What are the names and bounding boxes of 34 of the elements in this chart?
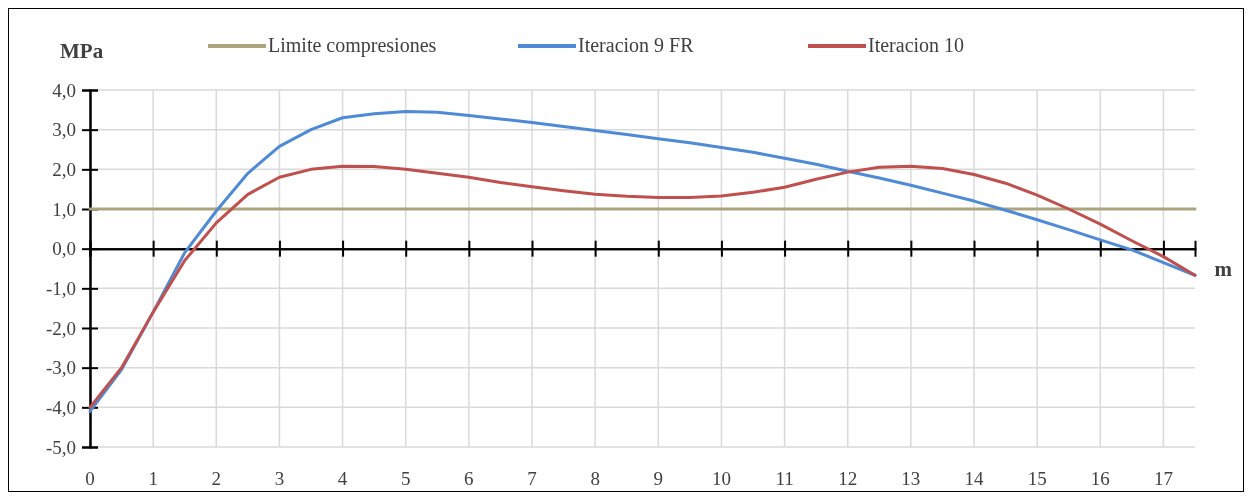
x-tick-label: 6: [464, 468, 474, 489]
y-tick-label: 3,0: [52, 119, 76, 141]
y-tick-label: 2,0: [52, 158, 76, 180]
y-tick-label: -4,0: [45, 396, 76, 418]
x-tick-label: 11: [775, 468, 794, 489]
x-tick-label: 10: [711, 468, 731, 489]
legend-label: Iteracion 10: [868, 34, 965, 56]
x-axis-title: m: [1214, 256, 1233, 281]
legend-label: Limite compresiones: [268, 34, 437, 57]
x-tick-label: 17: [1153, 468, 1173, 489]
x-tick-label: 7: [527, 468, 537, 489]
x-tick-label: 9: [653, 468, 664, 489]
x-tick-label: 1: [148, 468, 158, 489]
y-tick-label: 4,0: [52, 79, 76, 101]
y-tick-label: -1,0: [45, 277, 76, 299]
y-tick-label: -2,0: [45, 317, 76, 339]
x-tick-label: 8: [590, 468, 600, 489]
y-tick-label: -5,0: [45, 436, 76, 458]
x-tick-label: 2: [211, 468, 222, 489]
x-tick-label: 3: [274, 468, 285, 489]
y-tick-label: -3,0: [45, 357, 76, 379]
x-tick-label: 14: [964, 468, 984, 489]
x-tick-label: 16: [1090, 468, 1110, 489]
legend-label: Iteracion 9 FR: [578, 34, 695, 56]
y-axis-title: MPa: [60, 39, 104, 63]
x-tick-label: 12: [838, 468, 858, 489]
x-tick-label: 4: [337, 468, 348, 489]
y-tick-label: 1,0: [52, 198, 76, 220]
y-tick-label: 0,0: [52, 238, 76, 260]
line-series: [88, 164, 1197, 409]
x-tick-label: 5: [400, 468, 411, 489]
x-tick-label: 15: [1027, 468, 1047, 489]
x-tick-label: 13: [901, 468, 921, 489]
x-tick-label: 0: [85, 468, 95, 489]
